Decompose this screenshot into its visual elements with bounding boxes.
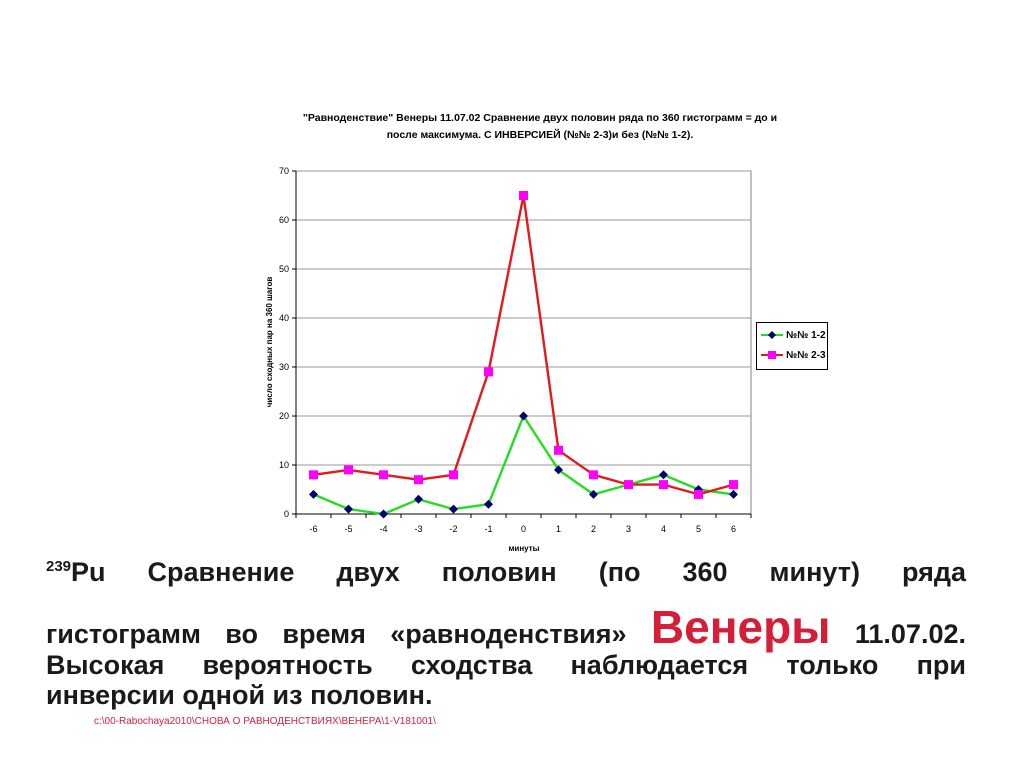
legend-item-series-1: №№ 1-2 — [761, 328, 826, 342]
caption-superscript: 239 — [46, 558, 72, 575]
x-tick-label: 5 — [696, 524, 701, 534]
caption-line-2-start: гистограмм во время «равноденствия» — [46, 619, 627, 649]
legend-label-series-1: №№ 1-2 — [786, 329, 826, 341]
x-tick-label: -6 — [309, 524, 317, 534]
chart-title-line-1: "Равноденствие" Венеры 11.07.02 Сравнени… — [302, 112, 778, 124]
data-point-series-2 — [589, 470, 598, 480]
data-point-series-1 — [519, 411, 528, 421]
x-tick-label: -4 — [379, 524, 387, 534]
data-point-series-1 — [589, 489, 598, 499]
x-axis-label: минуты — [509, 544, 540, 553]
plot-area — [295, 170, 752, 515]
grid-lines — [296, 170, 751, 466]
data-point-series-1 — [659, 470, 668, 480]
data-point-series-1 — [344, 504, 353, 514]
x-tick-label: -2 — [449, 524, 457, 534]
y-tick-label: 10 — [279, 460, 289, 470]
y-tick-label: 60 — [279, 215, 289, 225]
data-point-series-1 — [554, 465, 563, 475]
data-point-series-2 — [554, 445, 563, 455]
data-point-series-1 — [379, 509, 388, 519]
file-path: c:\00-Rabochaya2010\СНОВА О РАВНОДЕНСТВИ… — [94, 716, 436, 727]
data-point-series-2 — [519, 191, 528, 200]
legend-swatch-series-2 — [761, 348, 783, 362]
x-tick-label: -1 — [484, 524, 492, 534]
caption-line-3: Высокая вероятность сходства наблюдается… — [46, 650, 966, 680]
data-point-series-1 — [309, 489, 318, 499]
x-tick-label: 3 — [626, 524, 631, 534]
y-tick-label: 40 — [279, 313, 289, 323]
caption-line-2: гистограмм во время «равноденствия» Вене… — [46, 600, 966, 654]
chart-title-line-2: после максимума. С ИНВЕРСИЕЙ (№№ 2-3)и б… — [386, 129, 694, 141]
line-chart: 0 10 20 30 40 50 60 70 -6 -5 -4 -3 -2 -1 0 1 2 3 4 5 6 числ… — [265, 166, 752, 553]
caption-highlight: Венеры — [650, 601, 831, 653]
data-point-series-1 — [449, 504, 458, 514]
chart-legend: №№ 1-2 №№ 2-3 — [756, 322, 828, 370]
x-tick-label: 2 — [591, 524, 596, 534]
x-tick-label: 0 — [521, 524, 526, 534]
caption-line-1-text: Сравнение двух половин (по 360 минут) ря… — [147, 557, 966, 587]
data-point-series-1 — [729, 489, 738, 499]
caption-line-2-end: 11.07.02. — [854, 619, 966, 649]
series-layer — [309, 191, 738, 519]
y-axis-ticks: 0 10 20 30 40 50 60 70 — [279, 166, 297, 519]
y-tick-label: 0 — [284, 509, 289, 519]
data-point-series-2 — [729, 480, 738, 490]
data-point-series-1 — [414, 494, 423, 504]
y-tick-label: 50 — [279, 264, 289, 274]
x-tick-label: 6 — [731, 524, 736, 534]
x-tick-label: -3 — [414, 524, 422, 534]
x-tick-label: 4 — [661, 524, 666, 534]
x-tick-label: 1 — [556, 524, 561, 534]
data-point-series-2 — [344, 465, 353, 475]
caption-line-1: 239Pu Сравнение двух половин (по 360 мин… — [46, 557, 966, 588]
y-tick-label: 70 — [279, 166, 289, 176]
data-point-series-2 — [624, 480, 633, 490]
data-point-series-2 — [659, 480, 668, 490]
data-point-series-2 — [449, 470, 458, 480]
y-axis-label: число сходных пар на 360 шагов — [265, 277, 274, 408]
data-point-series-1 — [484, 499, 493, 509]
caption-line-4: инверсии одной из половин. — [46, 680, 433, 710]
legend-item-series-2: №№ 2-3 — [761, 348, 826, 362]
caption-element: Pu — [71, 557, 106, 587]
data-point-series-2 — [414, 475, 423, 485]
x-tick-label: -5 — [344, 524, 352, 534]
data-point-series-2 — [309, 470, 318, 480]
legend-swatch-series-1 — [761, 328, 783, 342]
y-tick-label: 30 — [279, 362, 289, 372]
x-axis-ticks: -6 -5 -4 -3 -2 -1 0 1 2 3 4 5 6 — [295, 513, 752, 534]
legend-label-series-2: №№ 2-3 — [786, 349, 826, 361]
data-point-series-2 — [379, 470, 388, 480]
y-tick-label: 20 — [279, 411, 289, 421]
data-point-series-2 — [484, 367, 493, 377]
data-point-series-2 — [694, 489, 703, 499]
chart-title: "Равноденствие" Венеры 11.07.02 Сравнени… — [290, 110, 790, 144]
